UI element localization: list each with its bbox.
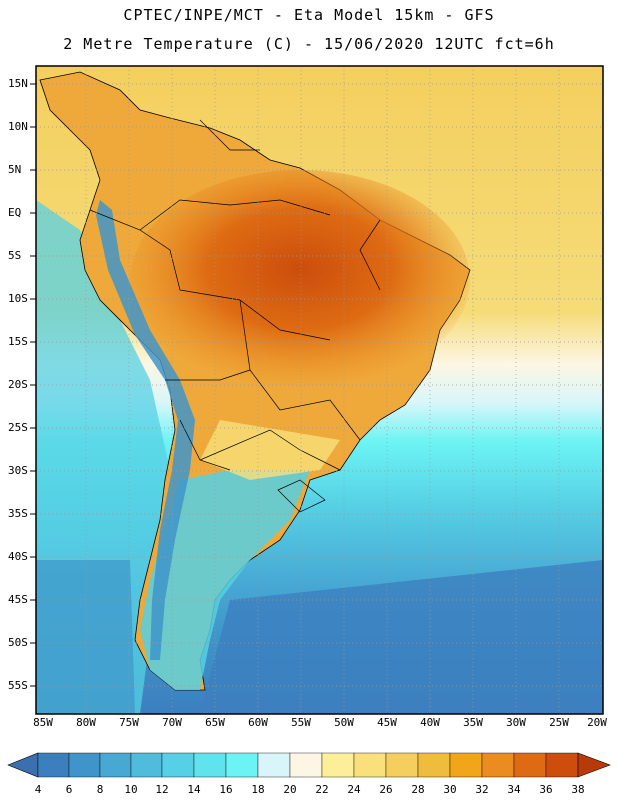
colorbar-label-16: 16 [219, 783, 233, 796]
colorbar-label-36: 36 [539, 783, 553, 796]
pacific-cold-band [36, 560, 135, 714]
colorbar-label-32: 32 [475, 783, 489, 796]
colorbar-seg-6-8 [68, 752, 101, 778]
lat-label-15n: 15N [8, 77, 28, 90]
lon-label-60w: 60W [248, 716, 268, 729]
colorbar-label-8: 8 [96, 783, 104, 796]
colorbar-label-18: 18 [251, 783, 265, 796]
map-title-line1: CPTEC/INPE/MCT - Eta Model 15km - GFS [123, 6, 495, 24]
map-frame [35, 65, 604, 715]
lon-label-70w: 70W [162, 716, 182, 729]
country-borders [89, 119, 381, 513]
lat-label-15s: 15S [8, 335, 28, 348]
lat-label-10s: 10S [8, 292, 28, 305]
lat-label-eq: EQ [8, 206, 22, 219]
lat-label-5n: 5N [8, 163, 22, 176]
colorbar-seg-32-34 [481, 752, 515, 778]
colorbar-high-arrow [577, 752, 611, 778]
colorbar-seg-14-16 [193, 752, 227, 778]
lon-label-20w: 20W [587, 716, 607, 729]
colorbar-seg-12-14 [161, 752, 195, 778]
colorbar-label-6: 6 [65, 783, 73, 796]
colorbar-seg-8-10 [99, 752, 132, 778]
southern-cone-cool [140, 470, 310, 690]
colorbar-seg-30-32 [449, 752, 483, 778]
colorbar-seg-10-12 [130, 752, 163, 778]
colorbar-label-28: 28 [411, 783, 425, 796]
lat-label-5s: 5S [8, 249, 22, 262]
map-title-line2: 2 Metre Temperature (C) - 15/06/2020 12U… [63, 35, 555, 53]
colorbar-seg-16-18 [225, 752, 259, 778]
colorbar-seg-26-28 [385, 752, 419, 778]
lon-label-65w: 65W [205, 716, 225, 729]
lat-label-35s: 35S [8, 507, 28, 520]
lon-label-80w: 80W [76, 716, 96, 729]
lat-label-45s: 45S [8, 593, 28, 606]
colorbar-seg-22-24 [321, 752, 355, 778]
lon-label-55w: 55W [291, 716, 311, 729]
colorbar-seg-4-6 [37, 752, 70, 778]
lon-label-50w: 50W [334, 716, 354, 729]
colorbar-label-12: 12 [155, 783, 169, 796]
colorbar-seg-36-38 [545, 752, 579, 778]
colorbar-label-38: 38 [571, 783, 585, 796]
colorbar [7, 752, 611, 778]
lat-label-55s: 55S [8, 679, 28, 692]
colorbar-label-10: 10 [124, 783, 138, 796]
colorbar-label-14: 14 [187, 783, 201, 796]
lat-label-20s: 20S [8, 378, 28, 391]
lon-label-35w: 35W [463, 716, 483, 729]
colorbar-label-26: 26 [379, 783, 393, 796]
lat-label-25s: 25S [8, 421, 28, 434]
colorbar-label-22: 22 [315, 783, 329, 796]
colorbar-seg-18-20 [257, 752, 291, 778]
colorbar-low-arrow [7, 752, 39, 778]
lon-label-85w: 85W [33, 716, 53, 729]
colorbar-label-4: 4 [34, 783, 42, 796]
southern-mild [200, 420, 340, 480]
lon-label-30w: 30W [506, 716, 526, 729]
lat-label-50s: 50S [8, 636, 28, 649]
colorbar-label-34: 34 [507, 783, 521, 796]
andes-cold-strip [96, 200, 195, 660]
colorbar-seg-34-36 [513, 752, 547, 778]
lon-label-75w: 75W [119, 716, 139, 729]
lat-label-30s: 30S [8, 464, 28, 477]
colorbar-label-30: 30 [443, 783, 457, 796]
colorbar-seg-20-22 [289, 752, 323, 778]
colorbar-seg-28-30 [417, 752, 451, 778]
lon-label-40w: 40W [420, 716, 440, 729]
amazon-hot-zone [130, 170, 470, 390]
colorbar-label-24: 24 [347, 783, 361, 796]
lon-label-25w: 25W [549, 716, 569, 729]
lat-label-40s: 40S [8, 550, 28, 563]
colorbar-seg-24-26 [353, 752, 387, 778]
graticule [36, 66, 603, 714]
lat-label-10n: 10N [8, 120, 28, 133]
lon-label-45w: 45W [377, 716, 397, 729]
colorbar-label-20: 20 [283, 783, 297, 796]
